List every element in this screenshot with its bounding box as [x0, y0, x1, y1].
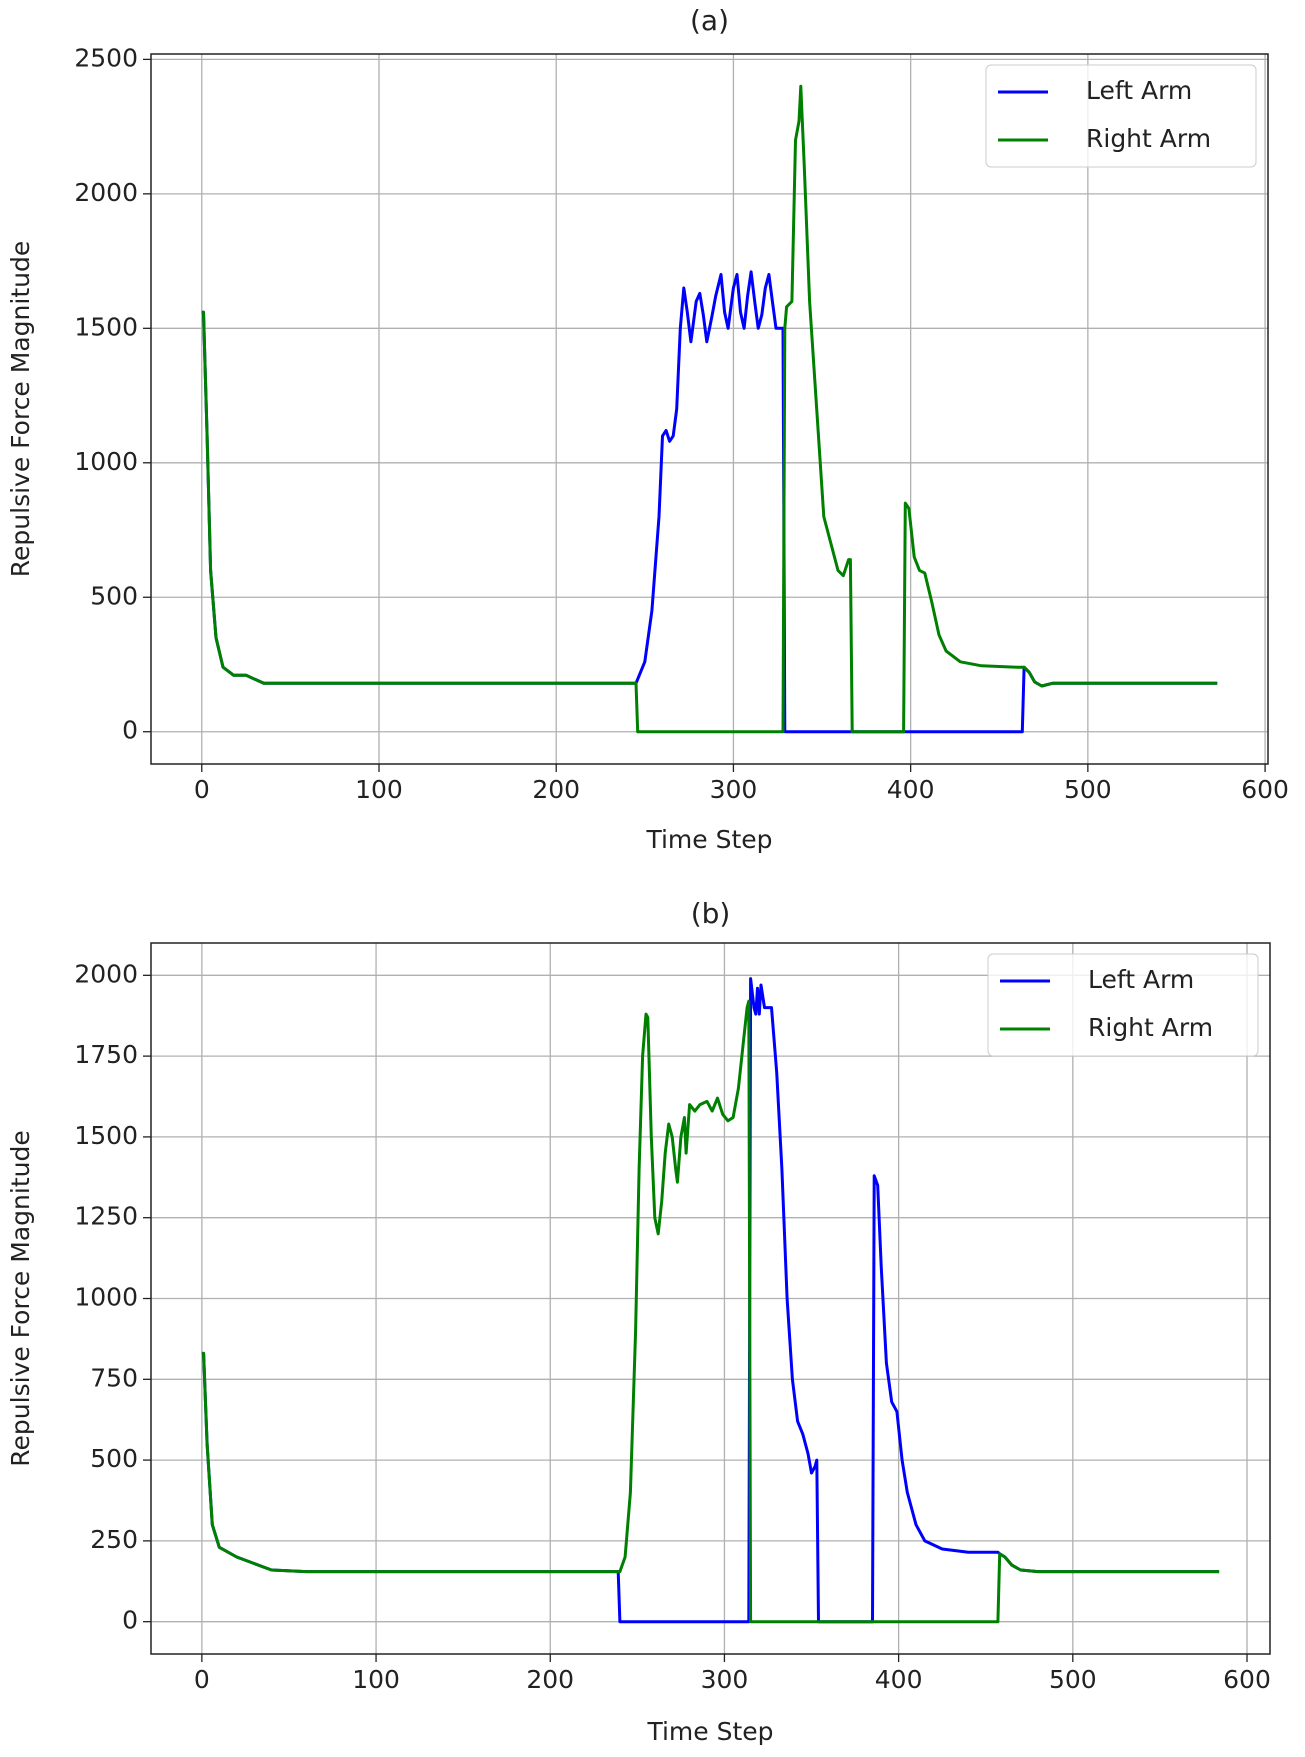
data-line: [201, 84, 1218, 734]
plot-frame: [150, 53, 1269, 765]
x-tick-label: 400: [875, 1665, 923, 1694]
y-tick-label: 1500: [74, 312, 138, 341]
x-tick-label: 300: [710, 775, 758, 804]
y-tick-label: 500: [90, 581, 138, 610]
legend-label: Right Arm: [1088, 1013, 1213, 1042]
legend-box: [987, 953, 1259, 1057]
data-line: [201, 977, 1220, 1624]
x-tick-label: 400: [887, 775, 935, 804]
y-tick-label: 2500: [74, 43, 138, 72]
x-tick-label: 300: [701, 1665, 749, 1694]
y-tick-label: 1000: [74, 1283, 138, 1312]
chart-title: (a): [690, 4, 729, 37]
plot-frame: [150, 942, 1271, 1655]
x-tick-label: 100: [352, 1665, 400, 1694]
data-line: [201, 270, 1218, 734]
legend-label: Left Arm: [1086, 76, 1192, 105]
x-tick-label: 0: [194, 775, 210, 804]
y-axis-label: Repulsive Force Magnitude: [6, 241, 35, 577]
x-axis-label: Time Step: [646, 1717, 773, 1746]
y-tick-label: 0: [122, 1606, 138, 1635]
x-tick-label: 600: [1241, 775, 1289, 804]
x-tick-label: 0: [194, 1665, 210, 1694]
y-tick-label: 1500: [74, 1121, 138, 1150]
y-tick-label: 2000: [74, 178, 138, 207]
y-tick-label: 250: [90, 1525, 138, 1554]
x-tick-label: 600: [1223, 1665, 1271, 1694]
y-tick-label: 500: [90, 1444, 138, 1473]
x-tick-label: 500: [1049, 1665, 1097, 1694]
x-tick-label: 500: [1064, 775, 1112, 804]
legend-label: Left Arm: [1088, 965, 1194, 994]
legend-label: Right Arm: [1086, 124, 1211, 153]
x-axis-label: Time Step: [645, 825, 772, 854]
chart-title: (b): [691, 897, 731, 930]
y-tick-label: 2000: [74, 959, 138, 988]
y-tick-label: 1750: [74, 1040, 138, 1069]
y-tick-label: 0: [122, 716, 138, 745]
y-tick-label: 1000: [74, 447, 138, 476]
y-tick-label: 750: [90, 1363, 138, 1392]
y-tick-label: 1250: [74, 1202, 138, 1231]
x-tick-label: 200: [526, 1665, 574, 1694]
y-axis-label: Repulsive Force Magnitude: [6, 1130, 35, 1466]
x-tick-label: 100: [355, 775, 403, 804]
legend-box: [985, 64, 1257, 168]
x-tick-label: 200: [532, 775, 580, 804]
data-line: [201, 999, 1220, 1624]
